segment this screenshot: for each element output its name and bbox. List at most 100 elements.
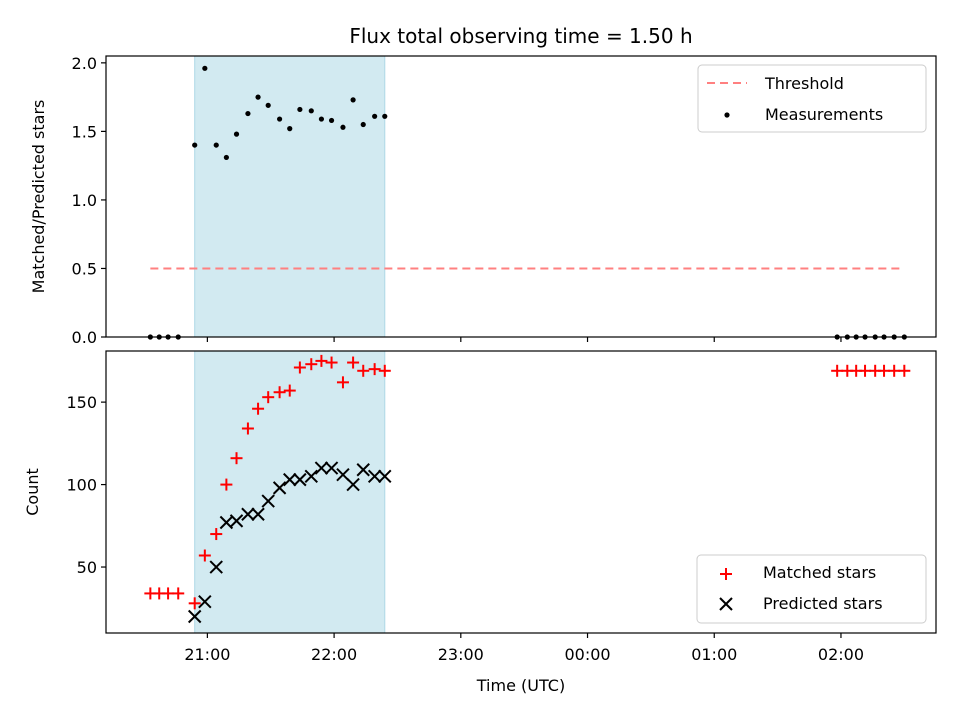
ratio-legend-box — [697, 64, 927, 133]
measurements-point — [297, 106, 303, 113]
predicted-stars-point — [272, 481, 287, 495]
y-tick-label: 50 — [77, 558, 97, 577]
matched-stars-point — [210, 528, 223, 541]
matched-stars-point — [283, 384, 296, 397]
ratio-panel: 0.00.51.01.52.0 Matched/Predicted stars … — [29, 54, 937, 347]
matched-stars-point — [898, 364, 911, 377]
ratio-legend: Threshold Measurements — [697, 64, 927, 133]
y-tick-label: 100 — [66, 476, 97, 495]
predicted-stars-point — [241, 507, 255, 521]
matched-stars-point — [172, 587, 185, 600]
measurements-point — [233, 131, 240, 137]
y-tick-label: 1.0 — [72, 191, 97, 210]
y-tick-label: 150 — [66, 393, 97, 412]
measurements-point — [223, 154, 229, 161]
x-axis-title: Time (UTC) — [476, 676, 565, 695]
measurements-point — [340, 124, 346, 130]
measurements-point — [192, 142, 198, 148]
measurements-point — [265, 102, 271, 108]
measurements-point — [213, 142, 219, 148]
matched-stars-point — [252, 402, 265, 415]
y-tick-label: 1.5 — [72, 122, 97, 141]
count-legend: Matched stars Predicted stars — [696, 554, 927, 624]
predicted-stars-point — [324, 461, 339, 475]
matched-stars-point — [336, 376, 349, 389]
observing-window-span — [194, 55, 386, 338]
y-tick-label: 0.0 — [72, 328, 97, 347]
count-panel-x-ticks: 21:00 22:00 23:00 00:00 01:00 02:00 — [184, 633, 864, 664]
predicted-stars-point — [314, 461, 329, 475]
predicted-stars-point — [367, 469, 382, 484]
x-tick-label: 22:00 — [311, 645, 357, 664]
predicted-stars-point — [378, 469, 392, 484]
count-panel-marks — [144, 354, 911, 624]
predicted-stars-point — [336, 467, 350, 482]
matched-stars-point — [241, 422, 254, 435]
predicted-stars-point — [346, 477, 360, 492]
measurements-point — [245, 110, 251, 117]
matched-stars-point — [878, 364, 891, 377]
count-y-axis-title: Count — [23, 468, 42, 516]
predicted-stars-point — [229, 514, 244, 528]
measurements-point — [360, 121, 366, 128]
matched-stars-point — [378, 364, 391, 377]
count-panel-y-ticks: 50 100 150 — [66, 393, 106, 577]
ratio-panel-x-ticks — [206, 337, 842, 342]
measurements-point — [382, 113, 388, 119]
x-tick-label: 02:00 — [818, 645, 864, 664]
matched-stars-point — [198, 549, 211, 562]
predicted-stars-point — [209, 560, 223, 574]
matched-stars-point — [293, 361, 306, 374]
measurements-point — [328, 117, 335, 124]
predicted-stars-point — [198, 594, 212, 609]
matched-stars-legend-swatch — [720, 568, 732, 580]
measurements-point — [318, 116, 325, 122]
y-tick-label: 0.5 — [72, 259, 97, 278]
matched-stars-point — [357, 364, 370, 377]
measurements-point — [277, 116, 283, 122]
x-tick-label: 23:00 — [438, 645, 484, 664]
measurements-point — [308, 108, 314, 114]
ratio-panel-y-ticks: 0.0 0.5 1.0 1.5 2.0 — [72, 54, 106, 347]
measurements-point — [287, 126, 293, 132]
matched-stars-point — [831, 364, 844, 377]
measurements-point — [255, 94, 261, 100]
matched-stars-point — [368, 363, 381, 376]
predicted-stars-point — [293, 472, 307, 487]
matched-stars-point — [325, 356, 338, 369]
matched-stars-point — [305, 358, 318, 371]
x-tick-label: 21:00 — [184, 645, 230, 664]
measurements-point — [202, 65, 208, 71]
predicted-stars-point — [187, 609, 202, 624]
matched-stars-point — [262, 391, 275, 404]
predicted-stars-legend-label: Predicted stars — [763, 594, 883, 613]
matched-stars-legend-label: Matched stars — [763, 563, 876, 582]
matched-stars-point — [888, 364, 901, 377]
matched-stars-point — [273, 386, 286, 399]
ratio-panel-frame — [105, 55, 937, 338]
matched-stars-point — [347, 356, 360, 369]
predicted-stars-point — [251, 507, 265, 521]
matched-stars-point — [230, 452, 243, 465]
predicted-stars-point — [283, 472, 297, 487]
x-tick-label: 01:00 — [691, 645, 737, 664]
measurements-legend-swatch — [724, 112, 730, 118]
matched-stars-point — [162, 587, 175, 600]
predicted-stars-point — [261, 494, 275, 508]
matched-stars-point — [220, 478, 233, 491]
measurements-point — [350, 97, 356, 103]
y-tick-label: 2.0 — [72, 54, 97, 73]
predicted-stars-legend-swatch — [719, 597, 733, 611]
count-legend-box — [696, 554, 927, 624]
x-tick-label: 00:00 — [564, 645, 610, 664]
measurements-point — [372, 113, 378, 119]
ratio-y-axis-title: Matched/Predicted stars — [29, 100, 48, 294]
matched-stars-point — [859, 364, 872, 377]
count-panel-frame — [105, 350, 937, 634]
matched-stars-point — [188, 597, 201, 610]
matched-stars-point — [315, 354, 328, 367]
predicted-stars-point — [356, 463, 370, 477]
predicted-stars-point — [304, 469, 318, 484]
